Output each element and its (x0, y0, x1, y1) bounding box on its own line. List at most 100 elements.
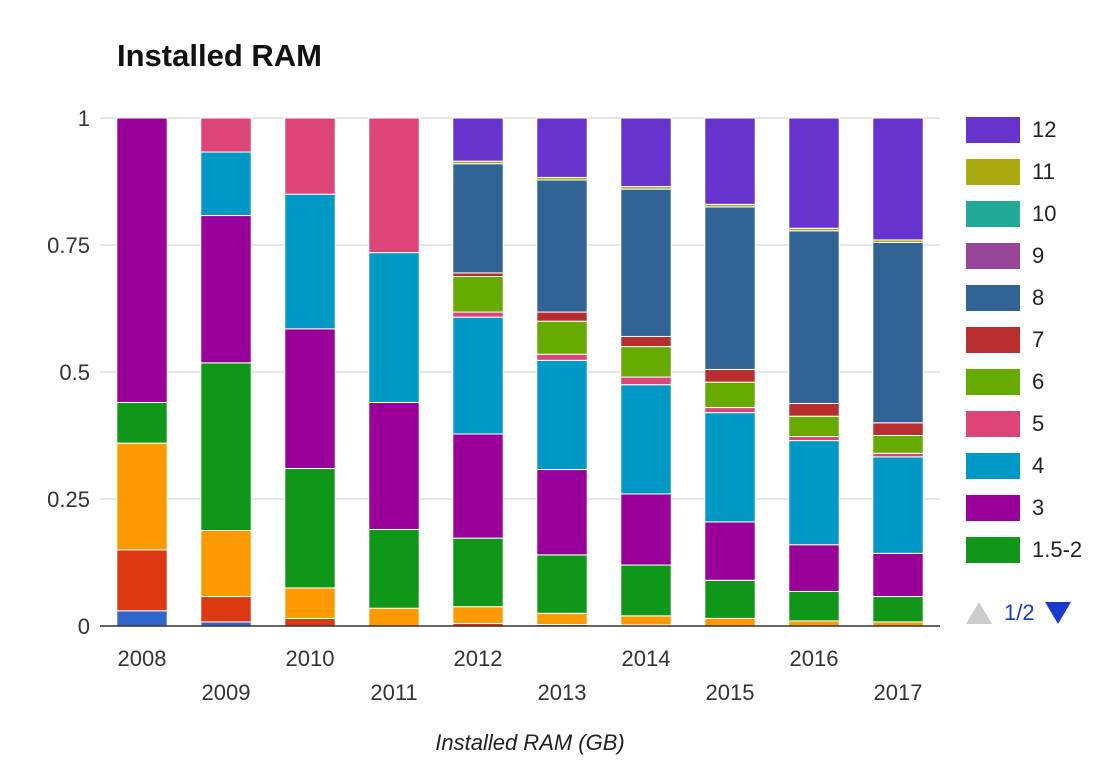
bar-segment (200, 362, 252, 531)
legend-item[interactable]: 1.5-2 (966, 535, 1082, 565)
bar-segment (368, 607, 420, 627)
bar-segment (284, 468, 336, 589)
bar-segment (452, 275, 504, 313)
legend-swatch (966, 243, 1020, 269)
bar-segment (620, 493, 672, 566)
bar-segment (284, 328, 336, 470)
bar-segment (788, 117, 840, 229)
bar-segment (452, 316, 504, 435)
bar-segment (368, 117, 420, 254)
legend-item[interactable]: 7 (966, 325, 1044, 355)
bar-segment (452, 163, 504, 274)
x-tick-label: 2014 (622, 646, 671, 671)
bar-segment (200, 596, 252, 623)
x-tick-label: 2015 (706, 680, 755, 705)
bar-segment (704, 407, 756, 414)
bar-segment (536, 179, 588, 313)
bar-segment (536, 311, 588, 322)
x-tick-label: 2013 (538, 680, 587, 705)
bar-segment (620, 615, 672, 626)
legend-swatch (966, 369, 1020, 395)
legend-swatch (966, 327, 1020, 353)
legend-swatch (966, 537, 1020, 563)
x-axis-title: Installed RAM (GB) (435, 730, 625, 755)
bar-segment (116, 401, 168, 444)
bar-segment (704, 579, 756, 619)
legend-item[interactable]: 11 (966, 157, 1055, 187)
bar-segment (872, 117, 924, 241)
legend-swatch (966, 117, 1020, 143)
legend-item[interactable]: 8 (966, 283, 1044, 313)
bar-segment (872, 452, 924, 458)
bar-segment (452, 606, 504, 624)
chart-title: Installed RAM (117, 38, 322, 73)
bar-segment (620, 335, 672, 348)
bar-segment (452, 311, 504, 318)
legend-item[interactable]: 6 (966, 367, 1044, 397)
bar-segment (620, 346, 672, 378)
bar-segment (116, 442, 168, 551)
bar-segment (452, 117, 504, 162)
bar-segment (704, 368, 756, 383)
x-tick-label: 2012 (454, 646, 503, 671)
legend-item[interactable]: 4 (966, 451, 1044, 481)
bar-segment (536, 320, 588, 355)
bar-segment (452, 537, 504, 608)
x-tick-label: 2017 (874, 680, 923, 705)
x-tick-label: 2010 (286, 646, 335, 671)
bar-segment (536, 117, 588, 178)
bar-segment (788, 544, 840, 592)
bar-segment (788, 436, 840, 442)
bar-segment (200, 117, 252, 153)
legend-page-indicator: 1/2 (1004, 600, 1035, 625)
legend-item[interactable]: 3 (966, 493, 1044, 523)
y-tick-label: 0 (78, 614, 90, 639)
bar-segment (368, 528, 420, 609)
bar-segment (452, 433, 504, 539)
bar-segment (620, 117, 672, 188)
legend-label: 1.5-2 (1032, 537, 1083, 562)
y-tick-label: 0.5 (59, 360, 90, 385)
bar-segment (116, 610, 168, 627)
bar-segment (368, 252, 420, 403)
legend-swatch (966, 285, 1020, 311)
y-tick-label: 1 (78, 106, 90, 131)
legend-swatch (966, 411, 1020, 437)
bar-segment (704, 381, 756, 409)
bar-segment (788, 230, 840, 404)
bar-segment (200, 151, 252, 217)
bar-segment (788, 590, 840, 622)
bar-segment (872, 241, 924, 424)
legend-label: 4 (1032, 453, 1045, 478)
bar-segment (872, 596, 924, 623)
bar-segment (872, 456, 924, 554)
legend-swatch (966, 453, 1020, 479)
page-next-icon[interactable] (1044, 602, 1071, 624)
legend-label: 7 (1032, 327, 1045, 352)
bar-segment (788, 620, 840, 627)
legend-item[interactable]: 10 (966, 199, 1056, 229)
legend-pager: 1/2 (966, 596, 1071, 630)
legend-label: 10 (1032, 201, 1057, 226)
bar-segment (116, 549, 168, 612)
bar-segment (872, 435, 924, 454)
bar-segment (284, 193, 336, 330)
bar-segment (704, 521, 756, 581)
legend-item[interactable]: 5 (966, 409, 1044, 439)
bar-segment (368, 401, 420, 530)
y-tick-label: 0.25 (47, 487, 90, 512)
bar-segment (788, 440, 840, 546)
bar-segment (536, 554, 588, 614)
bar-segment (704, 412, 756, 523)
legend-swatch (966, 201, 1020, 227)
bar-segment (788, 415, 840, 438)
page-previous-icon[interactable] (966, 602, 992, 624)
legend-item[interactable]: 9 (966, 241, 1044, 271)
bar-segment (536, 612, 588, 625)
legend-item[interactable]: 12 (966, 115, 1056, 145)
bar-segment (788, 402, 840, 417)
legend-label: 8 (1032, 285, 1045, 310)
x-tick-label: 2016 (790, 646, 839, 671)
bar-segment (872, 552, 924, 598)
